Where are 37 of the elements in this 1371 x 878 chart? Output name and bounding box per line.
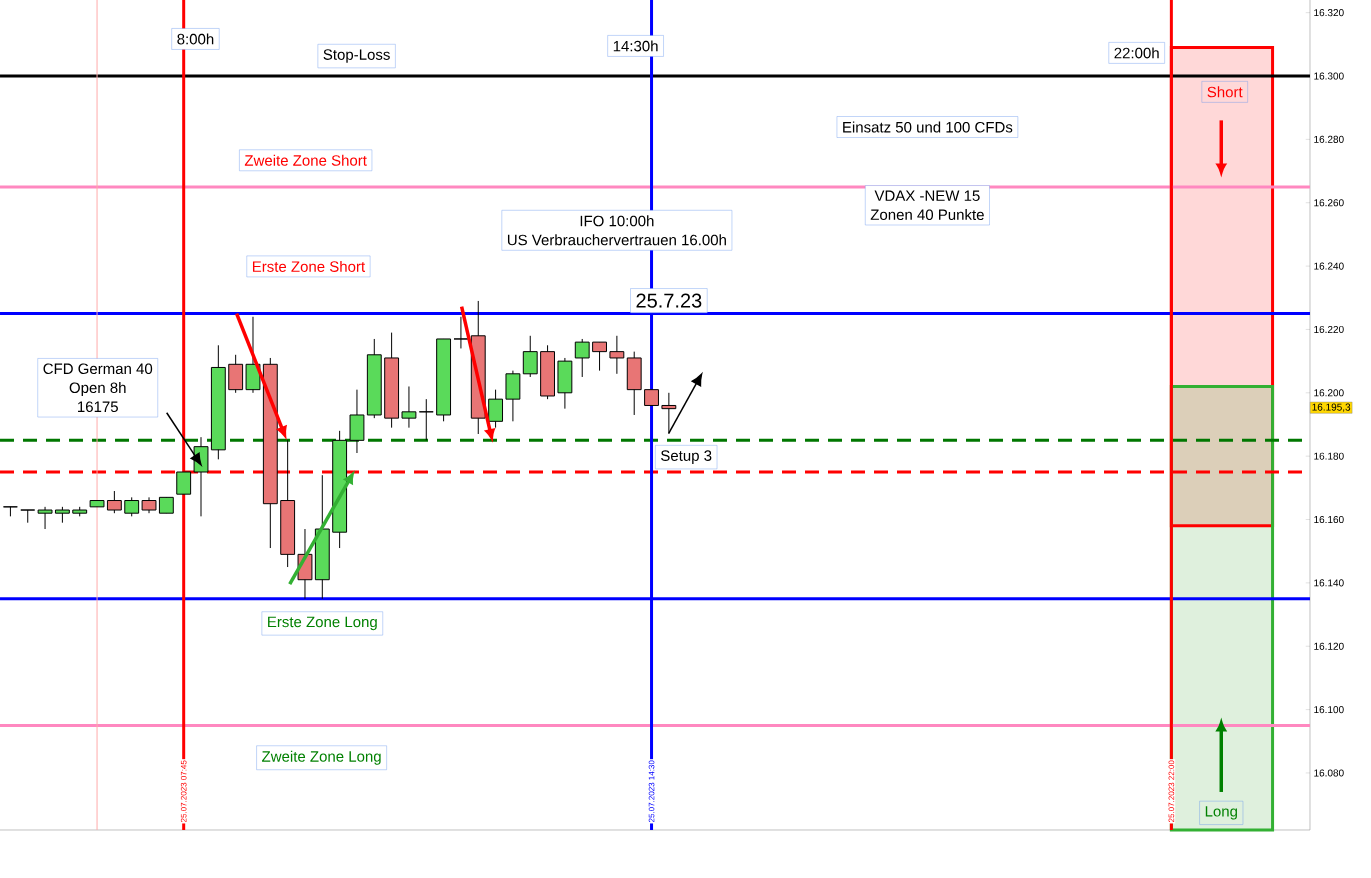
annotation: CFD German 40: [43, 363, 153, 375]
band-label: Short: [1207, 86, 1243, 98]
y-tick-label: 16.160: [1314, 515, 1344, 524]
ref-line-label: Stop-Loss: [323, 49, 390, 63]
x-tick-label: 25.07.2023 22:00: [1168, 760, 1175, 823]
ref-line-label: Zweite Zone Long: [262, 750, 381, 765]
y-tick-label: 16.200: [1314, 389, 1344, 397]
y-tick-label: 16.100: [1314, 706, 1344, 714]
annotation: Zonen 40 Punkte: [870, 208, 984, 220]
y-tick-label: 16.260: [1314, 199, 1344, 207]
annotation: US Verbrauchervertrauen 16.00h: [507, 234, 726, 246]
ref-line-label: Zweite Zone Short: [244, 154, 367, 166]
annotation: Open 8h: [69, 382, 126, 397]
y-tick-label: 16.180: [1314, 452, 1344, 460]
y-tick-label: 16.300: [1314, 72, 1344, 80]
annotation: 25.7.23: [636, 293, 702, 308]
annotation: 16175: [78, 401, 118, 413]
annotation: IFO 10:00h: [580, 215, 654, 227]
ref-line-label: Erste Zone Short: [252, 260, 366, 272]
annotation: Einsatz 50 und 100 CFDs: [843, 121, 1013, 133]
y-tick-label: 16.240: [1314, 262, 1344, 270]
y-tick-label: 16.320: [1314, 9, 1344, 17]
y-tick-label: 16.220: [1314, 325, 1344, 333]
y-tick-label: 16.080: [1314, 769, 1344, 777]
y-tick-label: 16.280: [1314, 135, 1344, 143]
annotation: 8:00h: [177, 33, 214, 45]
annotation: 22:00h: [1114, 47, 1159, 59]
annotation: 14:30h: [613, 40, 658, 52]
y-tick-label: 16.140: [1314, 579, 1344, 587]
annotation: VDAX -NEW 15: [874, 190, 980, 201]
ref-line-label: Erste Zone Long: [268, 616, 377, 631]
band-label: Long: [1205, 806, 1237, 820]
text: 16.195,3: [1312, 403, 1351, 412]
x-tick-label: 25.07.2023 07:45: [180, 760, 187, 823]
x-tick-label: 25.07.2023 14:30: [648, 760, 655, 823]
annotation: Setup 3: [661, 450, 712, 464]
y-tick-label: 16.120: [1314, 642, 1344, 650]
